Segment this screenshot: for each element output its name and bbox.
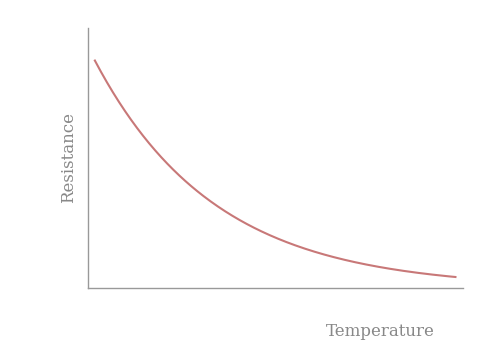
Text: Temperature: Temperature [325, 324, 434, 340]
Y-axis label: Resistance: Resistance [59, 112, 76, 204]
